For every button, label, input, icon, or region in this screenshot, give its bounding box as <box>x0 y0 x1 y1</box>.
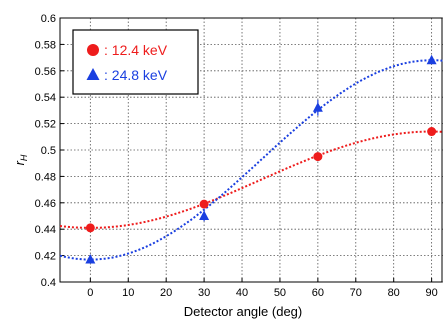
x-tick-label: 50 <box>274 287 286 299</box>
data-point-triangle <box>199 210 210 220</box>
axis-ticks: 0 10 20 30 40 50 60 70 80 90 0.4 0.42 0.44 0.46 0.48 0.… <box>35 13 438 299</box>
x-tick-label: 20 <box>160 287 172 299</box>
y-tick-label: 0.48 <box>35 171 56 183</box>
y-tick-label: 0.56 <box>35 66 56 78</box>
x-tick-label: 90 <box>425 287 437 299</box>
x-tick-label: 80 <box>388 287 400 299</box>
fit-curve-1 <box>59 59 443 261</box>
y-tick-label: 0.58 <box>35 39 56 51</box>
svg-text:rH: rH <box>12 154 29 165</box>
data-marks <box>85 54 437 264</box>
fit-curve-0 <box>59 130 443 229</box>
data-point-circle <box>85 223 95 233</box>
legend: : 12.4 keV : 24.8 keV <box>72 29 199 95</box>
y-tick-label: 0.4 <box>41 277 56 289</box>
data-point-triangle <box>85 254 96 264</box>
legend-marker-triangle <box>86 68 100 80</box>
y-axis-label: rH <box>12 154 29 165</box>
y-tick-label: 0.6 <box>41 13 56 25</box>
y-tick-label: 0.42 <box>35 251 56 263</box>
legend-marker-circle <box>87 44 99 56</box>
data-point-triangle <box>312 102 323 112</box>
data-point-circle <box>313 152 323 162</box>
legend-box <box>72 29 199 95</box>
data-point-circle <box>427 127 437 137</box>
x-tick-label: 70 <box>350 287 362 299</box>
x-axis-label: Detector angle (deg) <box>184 304 303 319</box>
legend-label-1: : 24.8 keV <box>104 67 168 83</box>
y-axis-label-sub: H <box>19 154 29 161</box>
x-tick-label: 40 <box>236 287 248 299</box>
y-tick-label: 0.54 <box>35 92 56 104</box>
y-tick-label: 0.46 <box>35 198 56 210</box>
data-point-circle <box>199 199 209 209</box>
y-tick-label: 0.5 <box>41 145 56 157</box>
data-point-triangle <box>426 54 437 65</box>
legend-label-0: : 12.4 keV <box>104 42 168 58</box>
y-tick-label: 0.44 <box>35 224 56 236</box>
x-tick-label: 60 <box>312 287 324 299</box>
x-tick-label: 30 <box>198 287 210 299</box>
fit-curves <box>59 59 443 261</box>
x-tick-label: 0 <box>87 287 93 299</box>
y-axis-label-main: r <box>12 160 27 165</box>
y-tick-label: 0.52 <box>35 119 56 131</box>
x-tick-label: 10 <box>122 287 134 299</box>
